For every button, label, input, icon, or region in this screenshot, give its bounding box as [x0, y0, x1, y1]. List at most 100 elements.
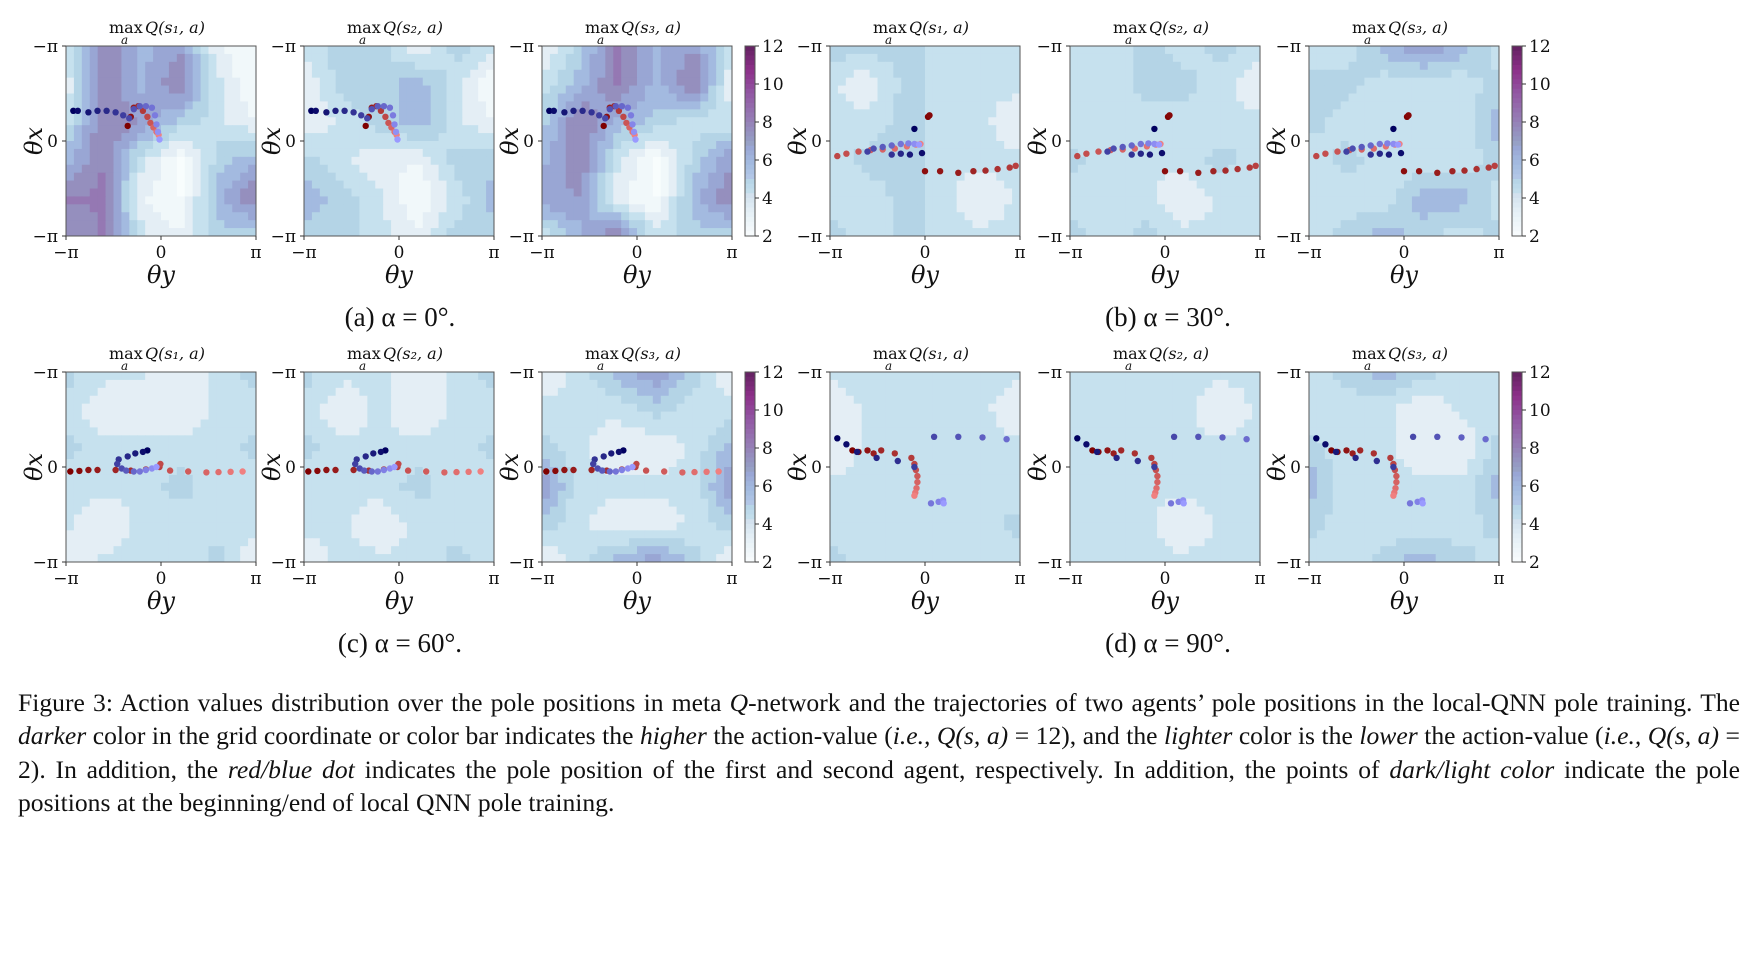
colorbar-segment [1512, 107, 1522, 113]
heatmap-cell [81, 196, 91, 205]
heatmap-cell [200, 93, 209, 102]
heatmap-cell [1204, 164, 1213, 174]
heatmap-cell [542, 77, 551, 86]
heatmap-cell [676, 46, 685, 55]
heatmap-cell [1340, 85, 1349, 94]
heatmap-cell [940, 117, 950, 126]
heatmap-cell [1117, 109, 1126, 118]
first-agent-dot [994, 165, 1001, 173]
colorbar-segment [745, 212, 755, 218]
heatmap-cell [391, 141, 400, 150]
heatmap-cell [1396, 204, 1405, 213]
heatmap-cell [446, 85, 455, 94]
heatmap-cell [335, 220, 344, 229]
heatmap-cell [668, 93, 677, 102]
heatmap-cell [1411, 220, 1421, 229]
heatmap-cell [414, 443, 424, 452]
heatmap-cell [343, 419, 352, 428]
heatmap-cell [1157, 164, 1166, 174]
heatmap-cell [351, 69, 360, 79]
heatmap-cell [1149, 164, 1158, 174]
heatmap-cell [161, 133, 170, 142]
heatmap-cell [224, 403, 233, 412]
heatmap-cell [996, 180, 1005, 189]
heatmap-cell [589, 180, 598, 189]
colorbar-segment [745, 60, 755, 66]
heatmap-cell [383, 474, 392, 484]
heatmap-cell [1459, 204, 1468, 213]
heatmap-cell [613, 125, 622, 134]
heatmap-cell [573, 196, 582, 205]
heatmap-cell [383, 514, 392, 523]
heatmap-cell [1324, 85, 1334, 94]
heatmap-cell [383, 395, 392, 405]
heatmap-cell [81, 498, 91, 507]
heatmap-cell [1117, 85, 1126, 94]
heatmap-cell [343, 85, 352, 94]
heatmap-cell [652, 220, 662, 229]
heatmap-cell [153, 85, 162, 94]
heatmap-cell [81, 125, 91, 134]
heatmap-cell [486, 220, 495, 229]
heatmap-cell [176, 435, 186, 444]
heatmap-cell [454, 109, 463, 118]
heatmap-cell [629, 93, 638, 102]
heatmap-cell [97, 443, 106, 452]
heatmap-cell [81, 427, 91, 436]
heatmap-cell [113, 117, 122, 126]
colorbar-tick-label: 8 [762, 113, 773, 133]
first-agent-dot [1195, 169, 1202, 176]
heatmap-cell [161, 411, 170, 420]
heatmap-cell [486, 435, 495, 444]
heatmap-cell [869, 220, 878, 229]
heatmap-cell [343, 522, 352, 531]
heatmap-cell [304, 522, 313, 531]
heatmap-cell [367, 530, 376, 539]
heatmap-cell [145, 46, 154, 55]
heatmap-cell [66, 220, 75, 229]
heatmap-cell [1467, 156, 1476, 166]
heatmap-cell [454, 69, 463, 79]
heatmap-cell [885, 93, 894, 102]
colorbar-segment [745, 136, 755, 142]
heatmap-cell [1475, 53, 1484, 63]
heatmap-cell [462, 530, 471, 539]
heatmap-cell [1070, 46, 1079, 55]
heatmap-cell [327, 372, 337, 381]
heatmap-cell [708, 148, 717, 158]
heatmap-cell [917, 228, 926, 237]
heatmap-cell [637, 125, 646, 134]
heatmap-cell [319, 490, 329, 500]
heatmap-cell [1236, 133, 1245, 142]
heatmap-cell [1316, 212, 1326, 221]
heatmap-cell [335, 212, 344, 221]
heatmap-cell [1117, 77, 1126, 86]
heatmap-cell [359, 435, 368, 444]
heatmap-cell [605, 148, 614, 158]
heatmap-cell [81, 372, 91, 381]
heatmap-cell [1236, 196, 1245, 205]
heatmap-cell [486, 490, 495, 500]
heatmap-cell [121, 538, 130, 547]
heatmap-cell [153, 164, 162, 174]
heatmap-cell [980, 85, 989, 94]
heatmap-cell [956, 133, 965, 142]
heatmap-cell [1165, 164, 1174, 174]
heatmap-cell [629, 196, 638, 205]
heatmap-cell [129, 538, 138, 547]
heatmap-cell [89, 148, 99, 158]
heatmap-cell [438, 93, 447, 102]
heatmap-cell [351, 482, 360, 492]
heatmap-cell [893, 109, 902, 118]
heatmap-cell [446, 459, 455, 468]
heatmap-cell [208, 538, 217, 547]
heatmap-cell [327, 498, 337, 507]
second-agent-dot [546, 107, 553, 115]
heatmap-cell [454, 117, 463, 126]
heatmap-cell [1070, 117, 1079, 126]
heatmap-cell [446, 164, 455, 174]
heatmap-cell [1133, 61, 1142, 71]
heatmap-cell [988, 188, 997, 197]
colorbar-tick-label: 10 [762, 75, 784, 95]
heatmap-cell [644, 77, 654, 86]
